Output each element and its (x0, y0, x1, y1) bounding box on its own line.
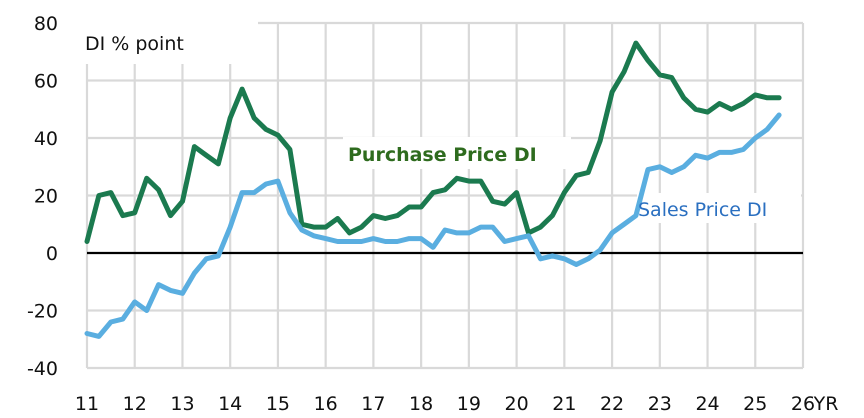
grid-lines (85, 21, 805, 370)
purchase-label-background (343, 137, 571, 169)
y-axis-unit-label: DI % point (85, 33, 184, 55)
sales-label-background (637, 193, 801, 223)
y-tick-label: 40 (34, 128, 58, 150)
x-tick-label: 19 (457, 393, 481, 415)
x-tick-label: 26 (791, 393, 815, 415)
x-tick-label: 17 (361, 393, 385, 415)
x-axis-ticks: 11 12 13 14 15 16 17 18 19 20 21 22 23 24 25 26 (75, 393, 815, 415)
x-tick-label: 12 (123, 393, 147, 415)
y-tick-label: -40 (27, 358, 58, 380)
x-tick-label: 24 (695, 393, 719, 415)
sales-price-di-label: Sales Price DI (638, 199, 767, 221)
purchase-price-di-line (84, 40, 782, 244)
x-tick-label: 22 (600, 393, 624, 415)
x-tick-label: 13 (170, 393, 194, 415)
x-tick-label: 21 (552, 393, 576, 415)
y-tick-label: 20 (34, 186, 58, 208)
x-axis-unit-label: YR (813, 393, 839, 415)
purchase-price-di-label: Purchase Price DI (348, 144, 537, 166)
x-tick-label: 25 (743, 393, 767, 415)
unit-label-background (84, 0, 258, 64)
y-tick-label: 80 (34, 13, 58, 35)
sales-price-di-line (84, 112, 782, 339)
y-tick-label: 0 (46, 243, 58, 265)
y-tick-label: 60 (34, 71, 58, 93)
x-tick-label: 14 (218, 393, 242, 415)
x-tick-label: 23 (648, 393, 672, 415)
y-axis-ticks: 80 60 40 20 0 -20 -40 (27, 13, 58, 380)
x-tick-label: 20 (505, 393, 529, 415)
x-tick-label: 16 (314, 393, 338, 415)
x-tick-label: 15 (266, 393, 290, 415)
y-tick-label: -20 (27, 301, 58, 323)
x-tick-label: 11 (75, 393, 99, 415)
x-tick-label: 18 (409, 393, 433, 415)
